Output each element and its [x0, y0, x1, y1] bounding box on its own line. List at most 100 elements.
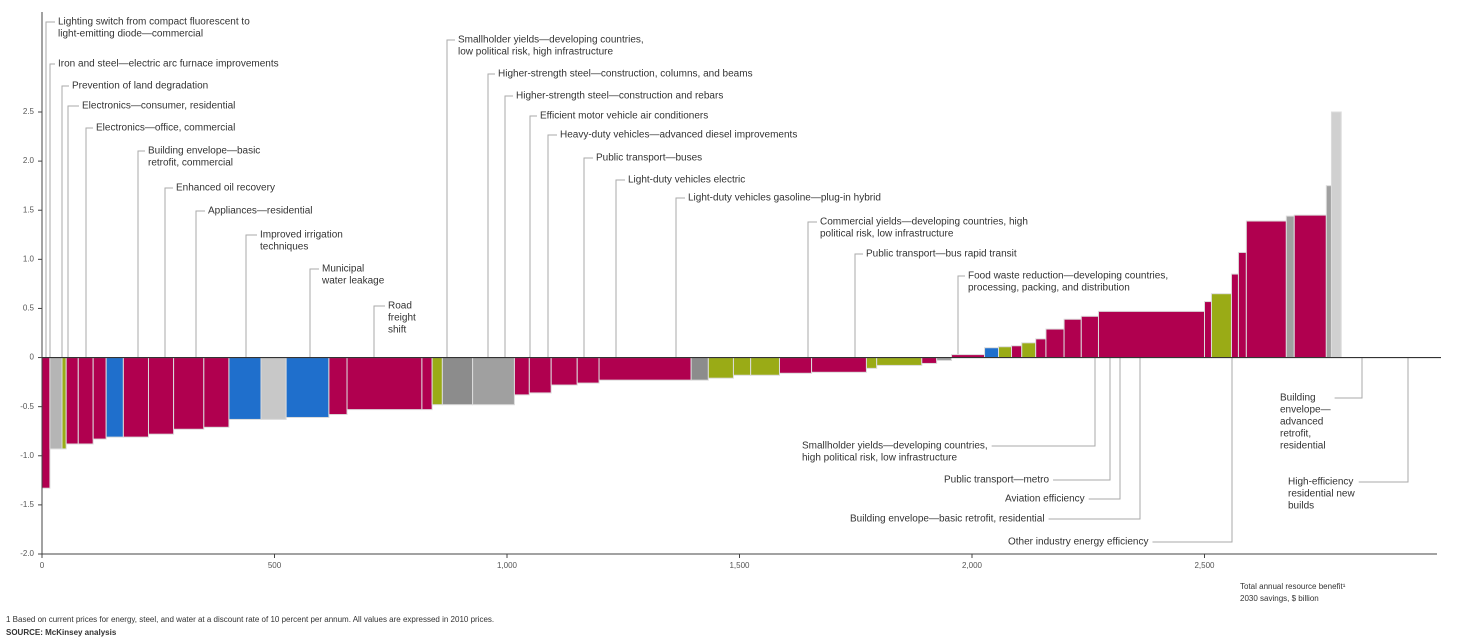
x-tick-label: 2,000	[962, 561, 983, 570]
annotation: Electronics—consumer, residential	[82, 101, 235, 112]
bar	[1035, 338, 1047, 359]
bar	[876, 357, 923, 366]
annotation: Commercial yields—developing countries, …	[820, 217, 1028, 228]
leader-line	[547, 134, 557, 358]
leader-line	[487, 73, 495, 358]
annotation: Road	[388, 301, 412, 312]
bar	[421, 357, 433, 411]
bar	[41, 357, 51, 489]
x-axis-subtitle: 2030 savings, $ billion	[1240, 594, 1319, 603]
bar	[147, 357, 175, 435]
leader-line	[807, 221, 817, 358]
bar	[998, 346, 1013, 359]
bar	[811, 357, 867, 373]
bar	[1080, 315, 1099, 359]
bar	[1045, 328, 1065, 359]
bar	[528, 357, 552, 394]
bar	[65, 357, 79, 445]
annotation: Efficient motor vehicle air conditioners	[540, 111, 708, 122]
bars	[41, 111, 1342, 489]
annotation: Higher-strength steel—construction, colu…	[498, 69, 753, 80]
bar	[1063, 318, 1082, 359]
annotation: Heavy-duty vehicles—advanced diesel impr…	[560, 130, 797, 141]
x-tick-label: 0	[40, 561, 45, 570]
annotation: Appliances—residential	[208, 206, 313, 217]
annotation: light-emitting diode—commercial	[58, 29, 203, 40]
leader-line	[615, 179, 625, 358]
leader-line	[1334, 357, 1363, 399]
leader-line	[195, 210, 205, 358]
annotation: advanced	[1280, 417, 1323, 428]
leader-line	[45, 21, 55, 358]
bar	[598, 357, 692, 381]
bar	[173, 357, 205, 430]
x-tick-label: 1,500	[729, 561, 750, 570]
bar	[122, 357, 149, 438]
leader-line	[164, 187, 173, 358]
bar	[1021, 342, 1037, 359]
leader-line	[67, 105, 79, 358]
bar	[1097, 310, 1205, 359]
annotation: Other industry energy efficiency	[1008, 537, 1148, 548]
footnote: 1 Based on current prices for energy, st…	[6, 615, 494, 624]
leader-line	[504, 95, 513, 358]
y-tick-label: 2.5	[23, 107, 35, 116]
annotation: water leakage	[321, 276, 385, 287]
bar	[707, 357, 734, 379]
bar	[77, 357, 94, 445]
bar	[750, 357, 780, 376]
annotation: residential	[1280, 441, 1326, 452]
bar	[49, 357, 63, 450]
annotation: Building envelope—basic retrofit, reside…	[850, 514, 1045, 525]
leader-line	[373, 305, 385, 358]
bar	[346, 357, 423, 411]
leader-line	[854, 253, 863, 358]
leader-line	[583, 157, 593, 358]
x-tick-label: 500	[268, 561, 282, 570]
bar	[1204, 301, 1212, 359]
annotation: Prevention of land degradation	[72, 81, 208, 92]
bar	[472, 357, 515, 406]
annotation: freight	[388, 313, 416, 324]
annotation: Public transport—metro	[944, 475, 1049, 486]
annotation: Public transport—buses	[596, 153, 702, 164]
bar	[61, 357, 67, 450]
y-tick-label: 2.0	[23, 156, 35, 165]
bar	[203, 357, 230, 428]
bar	[1245, 220, 1287, 359]
bar	[260, 357, 287, 420]
annotation: techniques	[260, 242, 308, 253]
leader-line	[1053, 357, 1111, 481]
bar	[285, 357, 330, 418]
bar	[550, 357, 578, 386]
y-tick-label: -0.5	[20, 402, 34, 411]
x-tick-label: 2,500	[1194, 561, 1215, 570]
bar	[1325, 185, 1332, 359]
annotation: builds	[1288, 501, 1314, 512]
annotation: Light-duty vehicles electric	[628, 175, 745, 186]
bar	[690, 357, 709, 381]
leader-line	[957, 275, 965, 358]
annotation: Smallholder yields—developing countries,	[458, 35, 644, 46]
bar	[441, 357, 474, 406]
annotation: political risk, low infrastructure	[820, 229, 954, 240]
y-tick-label: 0.5	[23, 304, 35, 313]
annotation: Aviation efficiency	[1005, 494, 1085, 505]
bar	[1330, 111, 1342, 359]
bar	[1230, 273, 1239, 359]
annotation: Light-duty vehicles gasoline—plug-in hyb…	[688, 193, 881, 204]
annotation: High-efficiency	[1288, 477, 1353, 488]
annotation: Enhanced oil recovery	[176, 183, 275, 194]
y-tick-label: -1.5	[20, 500, 34, 509]
annotation: low political risk, high infrastructure	[458, 47, 613, 58]
y-tick-label: 0	[30, 353, 35, 362]
annotation: Smallholder yields—developing countries,	[802, 441, 988, 452]
annotation: Lighting switch from compact fluorescent…	[58, 17, 250, 28]
annotation: Building envelope—basic	[148, 146, 260, 157]
annotation: shift	[388, 325, 407, 336]
annotation: Electronics—office, commercial	[96, 123, 235, 134]
leader-line	[1088, 357, 1121, 500]
annotation: envelope—	[1280, 405, 1331, 416]
y-tick-label: 1.5	[23, 205, 35, 214]
